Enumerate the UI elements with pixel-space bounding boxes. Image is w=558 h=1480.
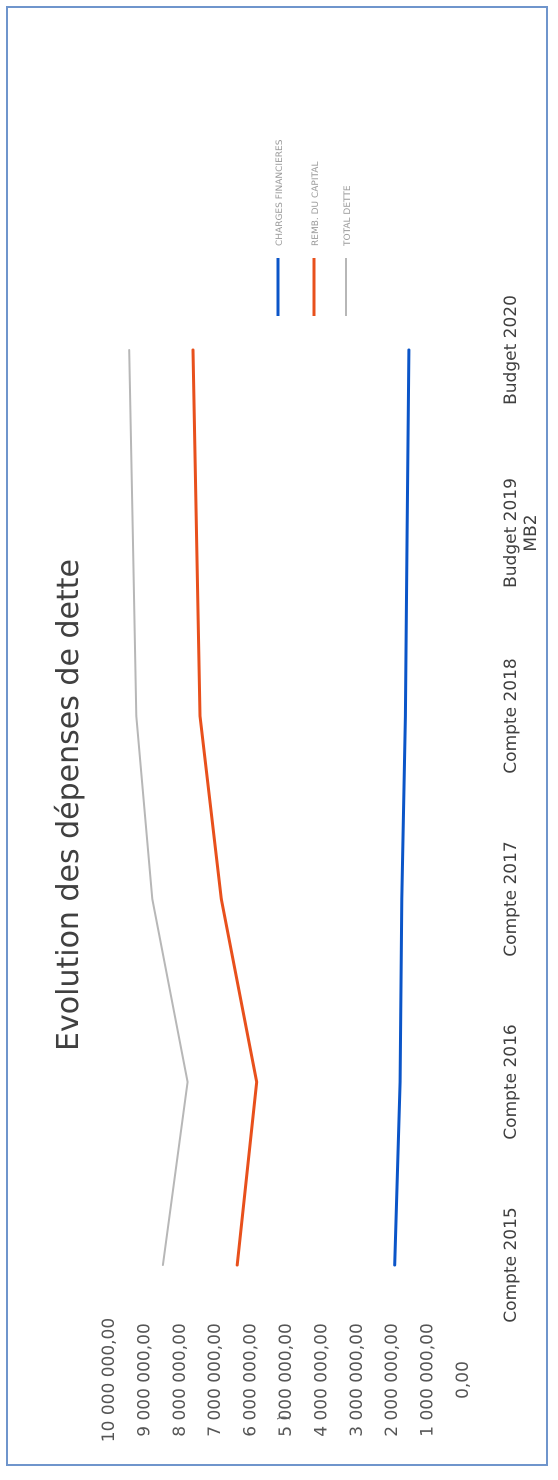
y-tick-label: 3 000 000,00 [347,1323,367,1437]
y-tick-label: 7 000 000,00 [205,1323,225,1437]
x-category-label: Compte 2017 [501,841,521,956]
series-line [128,349,189,1266]
y-tick-label: 5 000 000,00 [276,1323,296,1437]
x-category-label: Compte 2016 [501,1024,521,1139]
x-category-label: Budget 2019 [501,478,521,588]
chart-frame [6,6,548,1466]
legend-label: REMB. DU CAPITAL [311,162,321,246]
y-tick-label: 4 000 000,00 [311,1323,331,1437]
legend-label: TOTAL DETTE [343,185,353,247]
x-category-label: Budget 2020 [501,295,521,405]
y-tick-label: 10 000 000,00 [99,1318,119,1442]
y-tick-label: 0,00 [453,1361,473,1399]
chart-title: Evolution des dépenses de dette [51,559,86,1051]
x-category-label: Compte 2015 [501,1207,521,1322]
y-tick-label: 6 000 000,00 [241,1323,261,1437]
x-category-label: Compte 2018 [501,658,521,773]
y-tick-label: 8 000 000,00 [170,1323,190,1437]
series-line [191,348,259,1267]
legend-label: CHARGES FINANCIERES [275,139,285,246]
y-tick-label: 2 000 000,00 [382,1323,402,1437]
x-category-label: MB2 [521,514,541,551]
y-tick-label: 9 000 000,00 [134,1323,154,1437]
series-line [393,348,411,1267]
stray-mark: ) [276,1415,292,1420]
y-tick-label: 1 000 000,00 [418,1323,438,1437]
